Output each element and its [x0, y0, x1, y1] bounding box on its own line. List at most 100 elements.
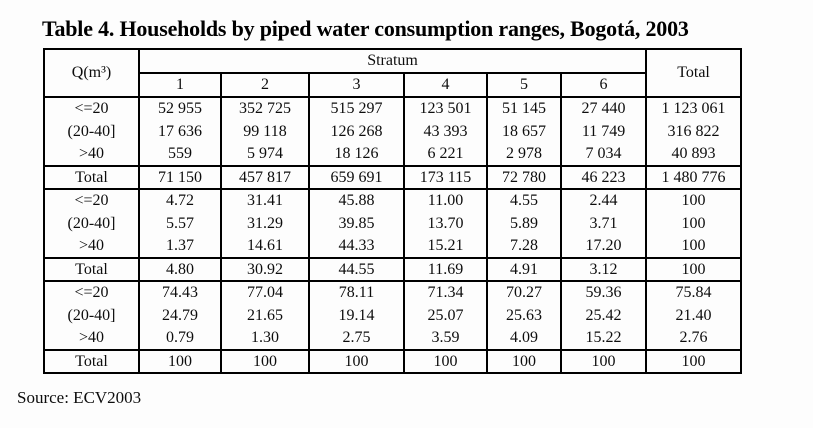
data-cell: 15.21: [403, 235, 488, 258]
header-stratum-3: 3: [308, 72, 405, 98]
table-row: <=20 52 955 352 725 515 297 123 501 51 145 27 …: [43, 97, 743, 120]
data-cell: 52 955: [138, 97, 222, 120]
data-cell: 17 636: [138, 120, 222, 143]
data-cell: 4.80: [138, 257, 222, 282]
source-note: Source: ECV2003: [17, 388, 142, 407]
data-cell: 1 123 061: [645, 97, 743, 120]
table-row: <=20 4.72 31.41 45.88 11.00 4.55 2.44 100: [43, 189, 743, 212]
data-cell: 31.29: [220, 212, 310, 235]
data-cell: 100: [138, 349, 222, 374]
table-body: <=20 52 955 352 725 515 297 123 501 51 145 27 …: [43, 97, 743, 374]
row-label-cell: Total: [43, 165, 140, 190]
data-cell: 2.76: [645, 327, 743, 350]
data-cell: 51 145: [486, 97, 562, 120]
data-cell: 100: [220, 349, 310, 374]
data-cell: 100: [403, 349, 488, 374]
data-cell: 13.70: [403, 212, 488, 235]
data-cell: 78.11: [308, 281, 405, 304]
data-cell: 5.89: [486, 212, 562, 235]
header-stratum-5: 5: [486, 72, 562, 98]
data-cell: 2 978: [486, 143, 562, 166]
data-cell: 40 893: [645, 143, 743, 166]
data-cell: 1.30: [220, 327, 310, 350]
row-label-cell: (20-40]: [43, 212, 140, 235]
data-cell: 71.34: [403, 281, 488, 304]
total-row: Total 71 150 457 817 659 691 173 115 72 780 46…: [43, 165, 743, 190]
header-q-m3: Q(m³): [43, 48, 140, 98]
table-header: Q(m³) Stratum Total 1 2 3 4 5 6: [43, 48, 743, 98]
data-cell: 123 501: [403, 97, 488, 120]
data-cell: 11.00: [403, 189, 488, 212]
data-cell: 70.27: [486, 281, 562, 304]
data-cell: 0.79: [138, 327, 222, 350]
data-cell: 100: [645, 257, 743, 282]
data-cell: 4.09: [486, 327, 562, 350]
data-cell: 515 297: [308, 97, 405, 120]
data-cell: 44.55: [308, 257, 405, 282]
data-cell: 2.75: [308, 327, 405, 350]
header-stratum-4: 4: [403, 72, 488, 98]
header-stratum-6: 6: [559, 72, 648, 98]
data-cell: 559: [138, 143, 222, 166]
data-cell: 457 817: [220, 165, 310, 190]
data-cell: 44.33: [308, 235, 405, 258]
data-cell: 4.72: [138, 189, 222, 212]
header-stratum-2: 2: [220, 72, 310, 98]
row-label-cell: Total: [43, 257, 140, 282]
data-cell: 100: [559, 349, 648, 374]
data-cell: 77.04: [220, 281, 310, 304]
data-cell: 18 657: [486, 120, 562, 143]
data-cell: 71 150: [138, 165, 222, 190]
table-row: >40 559 5 974 18 126 6 221 2 978 7 034 40 893: [43, 143, 743, 166]
data-cell: 14.61: [220, 235, 310, 258]
data-cell: 5.57: [138, 212, 222, 235]
data-cell: 659 691: [308, 165, 405, 190]
row-label-cell: Total: [43, 349, 140, 374]
data-cell: 100: [645, 349, 743, 374]
data-cell: 72 780: [486, 165, 562, 190]
data-cell: 100: [645, 189, 743, 212]
table-row: >40 1.37 14.61 44.33 15.21 7.28 17.20 100: [43, 235, 743, 258]
data-cell: 352 725: [220, 97, 310, 120]
data-cell: 7 034: [559, 143, 648, 166]
data-cell: 59.36: [559, 281, 648, 304]
data-cell: 2.44: [559, 189, 648, 212]
data-cell: 25.07: [403, 304, 488, 327]
data-cell: 31.41: [220, 189, 310, 212]
data-cell: 100: [645, 212, 743, 235]
table-row: (20-40] 17 636 99 118 126 268 43 393 18 657 11…: [43, 120, 743, 143]
data-cell: 1.37: [138, 235, 222, 258]
data-cell: 316 822: [645, 120, 743, 143]
data-cell: 21.65: [220, 304, 310, 327]
data-cell: 3.71: [559, 212, 648, 235]
data-cell: 7.28: [486, 235, 562, 258]
data-cell: 75.84: [645, 281, 743, 304]
table-row: >40 0.79 1.30 2.75 3.59 4.09 15.22 2.76: [43, 327, 743, 350]
data-cell: 126 268: [308, 120, 405, 143]
header-stratum: Stratum: [137, 48, 648, 74]
table-row: (20-40] 24.79 21.65 19.14 25.07 25.63 25.42 21.…: [43, 304, 743, 327]
data-cell: 17.20: [559, 235, 648, 258]
data-cell: 30.92: [220, 257, 310, 282]
table-row: <=20 74.43 77.04 78.11 71.34 70.27 59.36 75.84: [43, 281, 743, 304]
table-row: (20-40] 5.57 31.29 39.85 13.70 5.89 3.71 100: [43, 212, 743, 235]
row-label-cell: >40: [43, 235, 140, 258]
data-cell: 99 118: [220, 120, 310, 143]
data-cell: 27 440: [559, 97, 648, 120]
header-total: Total: [645, 48, 743, 98]
data-cell: 173 115: [403, 165, 488, 190]
data-cell: 46 223: [559, 165, 648, 190]
data-cell: 4.55: [486, 189, 562, 212]
row-label-cell: <=20: [43, 97, 140, 120]
header-row-1: Q(m³) Stratum Total: [43, 48, 743, 98]
data-cell: 11.69: [403, 257, 488, 282]
row-label-cell: <=20: [43, 281, 140, 304]
data-cell: 5 974: [220, 143, 310, 166]
data-cell: 45.88: [308, 189, 405, 212]
data-cell: 100: [308, 349, 405, 374]
data-cell: 25.42: [559, 304, 648, 327]
data-cell: 39.85: [308, 212, 405, 235]
total-row: Total 4.80 30.92 44.55 11.69 4.91 3.12 100: [43, 257, 743, 282]
data-cell: 21.40: [645, 304, 743, 327]
